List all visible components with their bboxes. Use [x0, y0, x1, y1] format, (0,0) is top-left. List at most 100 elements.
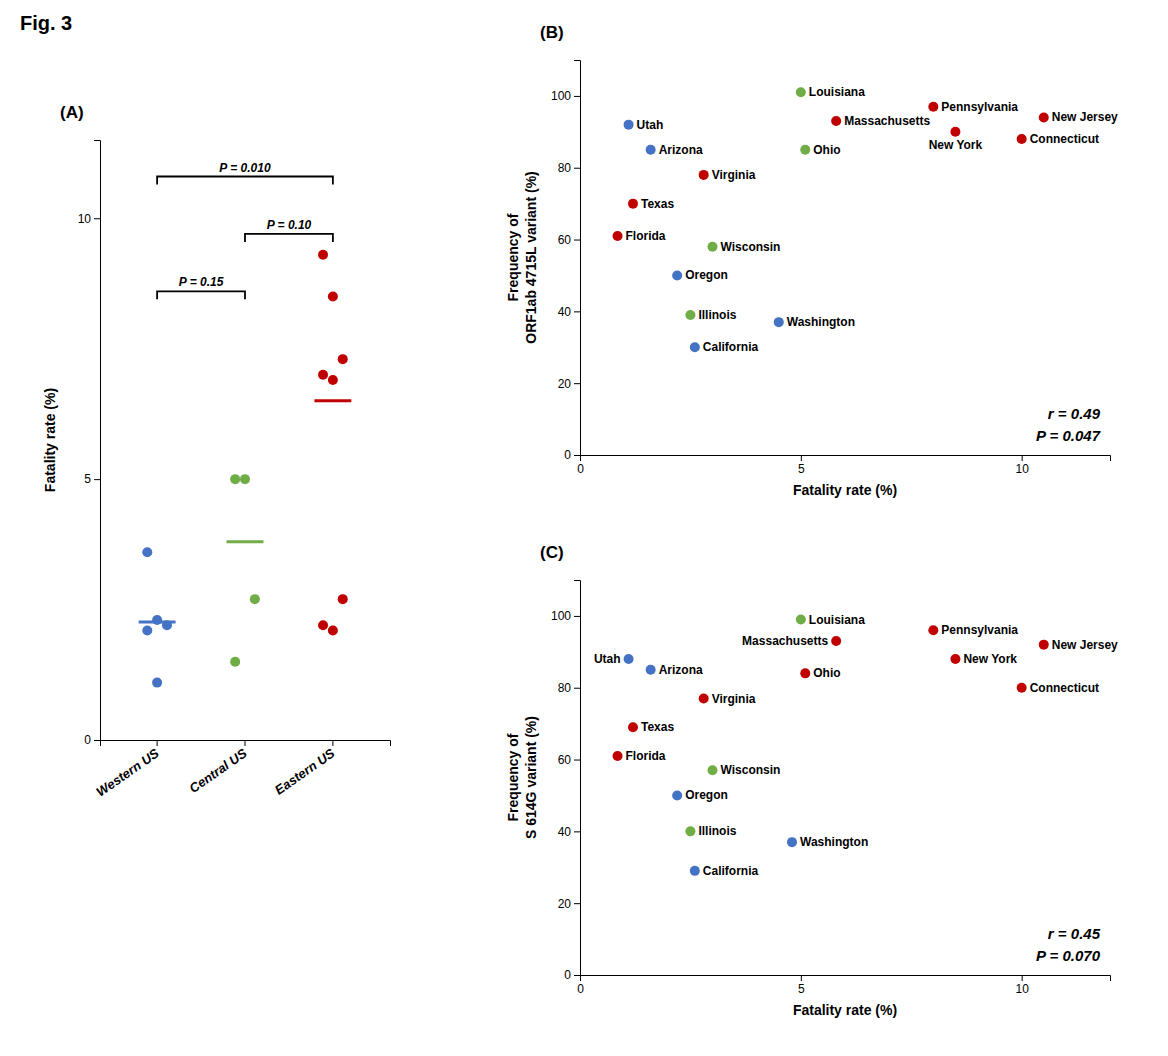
tick-label: 0: [84, 733, 91, 747]
figure-title: Fig. 3: [20, 12, 72, 34]
tick-mark: [574, 831, 580, 832]
tick-label: 10: [78, 212, 92, 226]
tick: 0: [564, 968, 580, 982]
panel-label: (B): [540, 23, 564, 42]
data-point: [646, 145, 656, 155]
point-label: Utah: [637, 118, 664, 132]
x-axis: 0510: [577, 455, 1110, 476]
tick-label: 10: [1015, 462, 1029, 476]
y-axis-title-line: Fatality rate (%): [42, 388, 58, 492]
data-point: [318, 250, 328, 260]
tick: 100: [551, 89, 580, 103]
data-point: [338, 354, 348, 364]
statistic-text: r = 0.45: [1048, 925, 1101, 942]
x-axis-title: Fatality rate (%): [793, 1002, 897, 1018]
point-label: Massachusetts: [742, 634, 828, 648]
tick: Eastern US: [272, 740, 338, 798]
tick: 20: [558, 377, 580, 391]
tick-mark: [801, 455, 802, 461]
point-label: California: [703, 340, 759, 354]
point-label: New York: [963, 652, 1017, 666]
data-point: [950, 654, 960, 664]
data-point: [142, 547, 152, 557]
y-axis: 020406080100: [551, 581, 581, 983]
y-axis-title-line: S 614G variant (%): [523, 716, 539, 839]
point-label: Connecticut: [1030, 681, 1099, 695]
data-point: [928, 625, 938, 635]
plot-area: [613, 87, 1049, 352]
data-point: [646, 665, 656, 675]
tick-label: 20: [558, 897, 572, 911]
brackets: P = 0.15P = 0.10P = 0.010: [157, 161, 333, 300]
tick-label: 40: [558, 305, 572, 319]
data-point: [1017, 683, 1027, 693]
point-label: Oregon: [685, 268, 728, 282]
data-point: [1039, 640, 1049, 650]
tick-mark: [157, 740, 158, 746]
statistics: r = 0.45P = 0.070: [1036, 925, 1101, 964]
bracket-label: P = 0.15: [179, 275, 224, 289]
tick-mark: [574, 455, 580, 456]
tick-mark: [1022, 455, 1023, 461]
data-point: [685, 826, 695, 836]
data-point: [699, 694, 709, 704]
x-axis: Western USCentral USEastern US: [93, 740, 390, 800]
tick-label: 60: [558, 233, 572, 247]
tick-label: Western US: [93, 745, 161, 799]
tick-label: 20: [558, 377, 572, 391]
point-label: California: [703, 864, 759, 878]
point-label: Ohio: [813, 666, 840, 680]
data-point: [796, 87, 806, 97]
tick-label: 0: [564, 448, 571, 462]
data-point: [774, 317, 784, 327]
tick: 80: [558, 681, 580, 695]
point-label: Texas: [641, 720, 674, 734]
point-label: Oregon: [685, 788, 728, 802]
tick-mark: [574, 688, 580, 689]
tick: 40: [558, 305, 580, 319]
data-point: [318, 370, 328, 380]
tick-mark: [574, 903, 580, 904]
point-label: Washington: [800, 835, 868, 849]
tick-mark: [574, 96, 580, 97]
data-point: [613, 751, 623, 761]
point-label: Illinois: [698, 308, 736, 322]
data-point: [152, 678, 162, 688]
mean-bar: [227, 540, 264, 543]
tick: 80: [558, 161, 580, 175]
point-label: New York: [929, 138, 983, 152]
data-point: [950, 127, 960, 137]
tick-label: Eastern US: [272, 745, 338, 797]
point-label: New Jersey: [1052, 638, 1118, 652]
tick-mark: [574, 760, 580, 761]
figure: Fig. 3(A)0510Western USCentral USEastern…: [0, 0, 1168, 1056]
tick-label: 60: [558, 753, 572, 767]
point-label: Virginia: [712, 692, 756, 706]
tick-mark: [580, 975, 581, 981]
data-point: [787, 837, 797, 847]
data-point: [800, 145, 810, 155]
tick: 5: [798, 975, 805, 996]
mean-bar: [139, 621, 176, 624]
data-point: [708, 765, 718, 775]
data-point: [690, 866, 700, 876]
tick: 0: [84, 733, 100, 747]
point-labels: UtahArizonaTexasFloridaOregonIllinoisCal…: [626, 85, 1119, 354]
tick: 10: [78, 212, 100, 226]
x-axis-title: Fatality rate (%): [793, 482, 897, 498]
tick-mark: [94, 740, 100, 741]
y-axis: 0510: [78, 141, 101, 748]
statistics: r = 0.49P = 0.047: [1036, 405, 1101, 444]
tick: Western US: [93, 740, 161, 800]
point-label: Utah: [594, 652, 621, 666]
mean-bar: [314, 399, 351, 402]
y-axis-title: Frequency ofORF1ab 4715L variant (%): [505, 171, 539, 343]
point-label: Pennsylvania: [941, 623, 1018, 637]
data-point: [250, 594, 260, 604]
point-label: Louisiana: [809, 85, 865, 99]
tick-label: 0: [564, 968, 571, 982]
point-label: Virginia: [712, 168, 756, 182]
data-point: [796, 615, 806, 625]
data-point: [672, 790, 682, 800]
tick: 10: [1015, 975, 1029, 996]
